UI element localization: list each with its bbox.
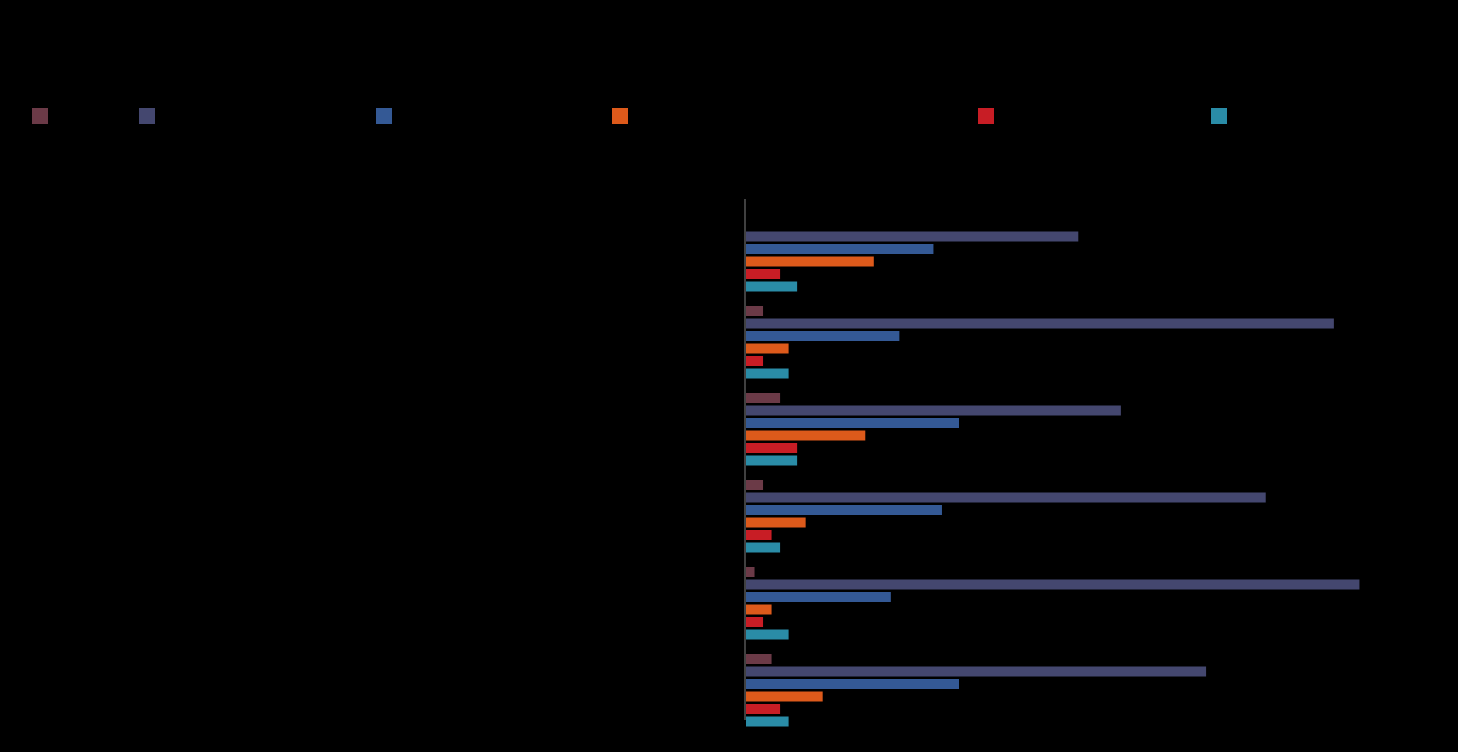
legend bbox=[0, 107, 1458, 125]
bar-g4-s6 bbox=[746, 542, 781, 553]
bar-g4-s5 bbox=[746, 530, 772, 540]
bar-g1-s5 bbox=[746, 269, 781, 279]
bar-g2-s6 bbox=[746, 368, 789, 379]
bar-g4-s4 bbox=[746, 517, 806, 528]
bar-g6-s6 bbox=[746, 716, 789, 727]
bar-g6-s2 bbox=[746, 666, 1207, 677]
bar-g3-s6 bbox=[746, 455, 798, 466]
legend-swatch-3 bbox=[376, 108, 392, 124]
bar-g5-s1 bbox=[746, 567, 755, 577]
bar-g6-s4 bbox=[746, 691, 823, 702]
legend-swatch-2 bbox=[139, 108, 155, 124]
bar-g5-s5 bbox=[746, 617, 764, 627]
bar-g3-s4 bbox=[746, 430, 866, 441]
legend-swatch-4 bbox=[612, 108, 628, 124]
bar-g3-s2 bbox=[746, 405, 1121, 416]
bar-g5-s4 bbox=[746, 604, 772, 615]
bar-g5-s3 bbox=[746, 592, 891, 602]
bar-g5-s2 bbox=[746, 579, 1360, 590]
bar-g4-s2 bbox=[746, 492, 1266, 503]
bar-g1-s4 bbox=[746, 256, 874, 267]
bar-g2-s2 bbox=[746, 318, 1334, 329]
bar-g3-s1 bbox=[746, 393, 781, 403]
bar-g1-s6 bbox=[746, 281, 798, 292]
bar-g5-s6 bbox=[746, 629, 789, 640]
bar-g4-s3 bbox=[746, 505, 942, 515]
legend-swatch-5 bbox=[978, 108, 994, 124]
bar-g1-s2 bbox=[746, 231, 1079, 242]
bar-g2-s5 bbox=[746, 356, 764, 366]
bar-g1-s3 bbox=[746, 244, 934, 254]
legend-swatch-1 bbox=[32, 108, 48, 124]
legend-swatch-6 bbox=[1211, 108, 1227, 124]
bar-g2-s3 bbox=[746, 331, 900, 341]
bar-g2-s1 bbox=[746, 306, 764, 316]
bar-g6-s1 bbox=[746, 654, 772, 664]
bar-g3-s5 bbox=[746, 443, 798, 453]
bar-g4-s1 bbox=[746, 480, 764, 490]
bar-g6-s3 bbox=[746, 679, 959, 689]
bar-g3-s3 bbox=[746, 418, 959, 428]
bar-g6-s5 bbox=[746, 704, 781, 714]
bar-g2-s4 bbox=[746, 343, 789, 354]
